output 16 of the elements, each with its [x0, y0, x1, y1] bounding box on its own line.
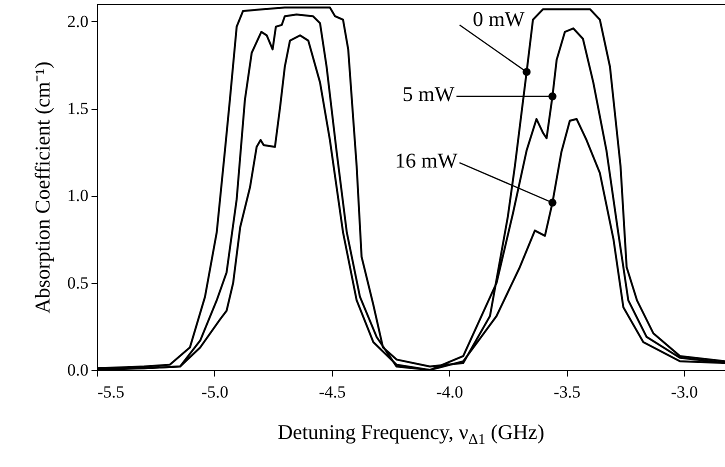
- legend-label: 5 mW: [402, 82, 455, 106]
- x-axis-title: Detuning Frequency, ν$_{Δ1}$ (GHz): [276, 420, 546, 450]
- y-tick-label: 2.0: [67, 12, 88, 31]
- x-tick-label: -4.0: [436, 382, 464, 402]
- x-tick-label: -5.0: [201, 382, 228, 402]
- y-tick-label: 0.0: [67, 360, 88, 380]
- y-tick-label: 0.5: [67, 273, 88, 292]
- y-tick-label: 1.0: [67, 186, 88, 206]
- x-tick-label: -4.5: [318, 382, 346, 402]
- series-label: 0 mW: [472, 6, 525, 31]
- x-tick-label: -3.5: [554, 382, 580, 402]
- y-axis-title: Absorption Coefficient (cm⁻¹): [30, 61, 54, 314]
- x-tick-label: -5.5: [98, 382, 124, 402]
- y-tick-label: 1.5: [67, 99, 88, 118]
- text: 16 mW: [395, 148, 458, 172]
- x-tick-label: -3.0: [670, 382, 698, 402]
